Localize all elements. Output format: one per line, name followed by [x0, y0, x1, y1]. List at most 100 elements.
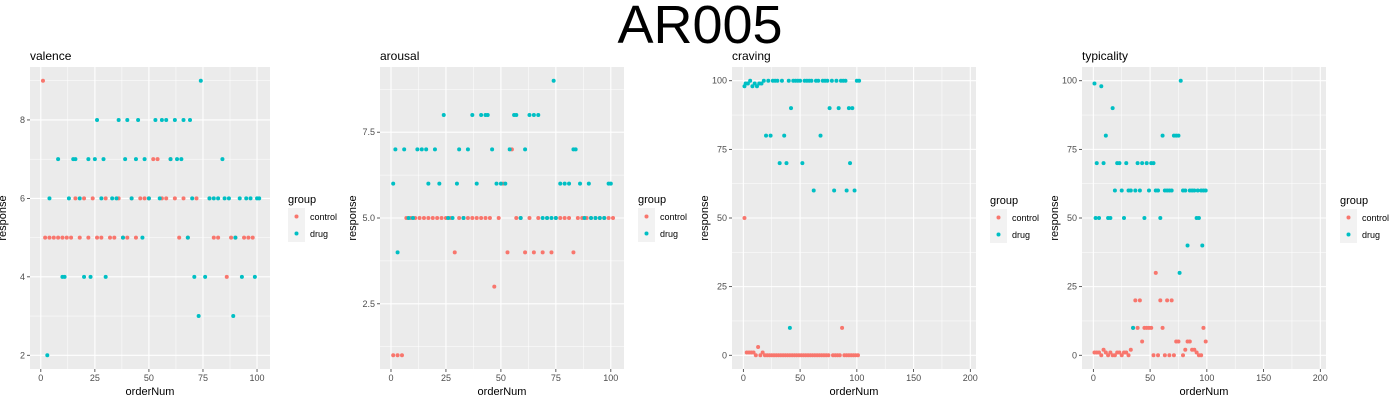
point-drug [211, 196, 216, 201]
y-tick-label: 100 [1062, 76, 1077, 86]
point-drug [582, 216, 587, 220]
point-drug [779, 78, 784, 83]
point-control [826, 353, 831, 358]
point-drug [1195, 188, 1200, 193]
point-control [758, 353, 763, 358]
point-drug [573, 147, 578, 152]
y-tick-label: 8 [20, 115, 25, 125]
point-control [1162, 353, 1167, 358]
y-tick-label: 50 [717, 213, 727, 223]
x-tick-label: 200 [1313, 373, 1328, 383]
point-control [540, 250, 545, 255]
point-drug [589, 216, 594, 220]
point-drug [857, 78, 862, 83]
y-tick-label: 6 [20, 193, 25, 203]
point-drug [159, 117, 164, 122]
point-drug [175, 157, 180, 162]
point-drug [153, 117, 158, 122]
point-control [1194, 350, 1199, 355]
y-tick-label: 4 [20, 272, 25, 282]
x-axis-title: orderNum [830, 386, 879, 398]
point-drug [764, 133, 769, 138]
point-drug [834, 78, 839, 83]
point-drug [1196, 216, 1201, 220]
point-drug [523, 147, 528, 152]
point-control [479, 216, 484, 220]
point-control [837, 353, 842, 358]
point-drug [514, 113, 519, 118]
point-drug [593, 216, 598, 220]
point-drug [461, 216, 466, 220]
legend: group control drug [638, 194, 687, 242]
point-drug [1094, 161, 1099, 166]
point-drug [768, 133, 773, 138]
point-drug [852, 188, 857, 193]
point-control [246, 235, 251, 240]
legend-marker-drug [1346, 232, 1351, 237]
point-control [1097, 350, 1102, 355]
point-control [470, 216, 475, 220]
point-control [756, 345, 761, 350]
point-drug [168, 157, 173, 162]
point-control [1135, 325, 1140, 330]
point-control [457, 216, 462, 220]
point-drug [1108, 216, 1113, 220]
point-control [855, 353, 860, 358]
point-drug [419, 147, 424, 152]
point-control [77, 235, 82, 240]
panel-typicality: 0 50 100 150 200 0 25 50 75 100 typicality orderNum… [1049, 49, 1389, 398]
point-control [1203, 339, 1208, 344]
point-control [527, 216, 532, 220]
point-drug [829, 78, 834, 83]
point-drug [503, 181, 508, 186]
point-drug [133, 157, 138, 162]
point-control [64, 235, 69, 240]
point-drug [140, 235, 145, 240]
x-tick-label: 25 [90, 373, 100, 383]
point-drug [1137, 188, 1142, 193]
legend-marker-control [1346, 215, 1351, 220]
point-drug [1121, 216, 1126, 220]
point-drug [1151, 161, 1156, 166]
point-drug [248, 196, 253, 201]
point-drug [518, 216, 523, 220]
legend-label-drug: drug [1012, 230, 1030, 240]
legend-marker-drug [996, 232, 1001, 237]
point-control [155, 157, 160, 162]
point-drug [82, 274, 87, 279]
point-control [742, 216, 747, 220]
point-control [1126, 353, 1131, 358]
point-drug [470, 113, 475, 118]
point-control [1153, 270, 1158, 275]
point-control [1112, 353, 1117, 358]
point-drug [198, 78, 203, 83]
point-control [523, 250, 528, 255]
point-control [575, 216, 580, 220]
point-control [172, 196, 177, 201]
x-tick-label: 200 [963, 373, 978, 383]
point-control [514, 216, 519, 220]
legend-label-drug: drug [310, 229, 328, 239]
x-tick-label: 50 [496, 373, 506, 383]
point-drug [426, 181, 431, 186]
point-drug [545, 216, 550, 220]
point-control [1192, 347, 1197, 352]
point-control [1149, 325, 1154, 330]
point-control [417, 216, 422, 220]
point-drug [1135, 161, 1140, 166]
point-control [216, 235, 221, 240]
point-drug [233, 235, 238, 240]
legend-marker-control [294, 214, 299, 219]
point-drug [1124, 161, 1129, 166]
point-drug [1103, 133, 1108, 138]
point-control [399, 353, 404, 358]
x-tick-label: 0 [1091, 373, 1096, 383]
point-control [112, 235, 117, 240]
point-control [391, 353, 396, 358]
point-control [142, 196, 147, 201]
legend-title: group [1340, 195, 1368, 207]
point-control [40, 78, 45, 83]
point-drug [402, 147, 407, 152]
x-tick-label: 25 [441, 373, 451, 383]
point-drug [608, 181, 613, 186]
